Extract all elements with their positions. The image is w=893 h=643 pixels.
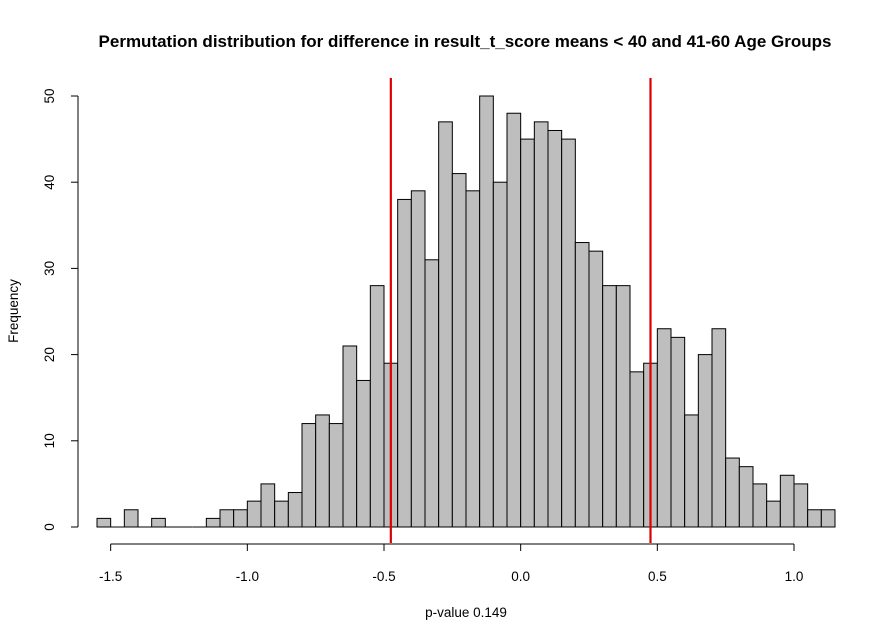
histogram-bar [615,285,631,528]
histogram-bar [561,138,576,528]
histogram-bar [506,112,522,528]
histogram-bar [766,500,781,528]
x-tick-label: -0.5 [372,569,395,584]
histogram-bar [219,509,235,528]
x-tick-label: 1.0 [785,569,804,584]
histogram-bar [752,483,768,528]
histogram-bar [479,95,494,528]
histogram-bar [779,474,795,528]
histogram-bar [602,285,617,528]
histogram-bar [205,517,221,528]
histogram-bar [260,483,276,528]
threshold-lines [389,78,652,543]
x-axis: -1.5 -1.0 -0.5 0.0 0.5 1.0 [99,543,804,584]
histogram-bar [465,190,481,528]
histogram-bar [547,129,563,528]
y-axis: 0 10 20 30 40 50 [42,88,79,531]
histogram-bar [274,500,289,528]
x-tick-label: -1.5 [99,569,122,584]
histogram-bar [684,414,699,528]
histogram-bar [151,517,166,528]
histogram-bar [96,517,112,528]
histogram-bar [301,423,317,528]
y-tick-label: 20 [42,347,57,362]
histogram-bar [807,509,822,528]
y-axis-label: Frequency [6,279,21,343]
histogram-bar [233,509,248,528]
y-tick-label: 40 [42,175,57,190]
histogram-bar [725,457,740,528]
histogram-bar [424,259,440,528]
histogram-bar [520,138,535,528]
histogram-bar [328,423,344,528]
x-axis-label: p-value 0.149 [425,605,507,620]
histogram-bar [369,285,385,528]
histogram-bar [315,414,330,528]
y-tick-label: 0 [42,523,57,531]
y-tick-label: 30 [42,261,57,276]
x-tick-label: 0.0 [511,569,530,584]
histogram-bar [246,500,262,528]
histogram-bar [287,492,303,528]
histogram-bar [438,121,453,528]
histogram-bar [738,466,754,528]
x-tick-label: 0.5 [648,569,667,584]
histogram-bar [697,354,713,528]
histogram-bar [820,509,836,528]
histogram-bar [342,345,358,528]
histogram-bar [711,328,727,528]
histogram-bar [397,198,412,528]
histogram-bar [451,173,467,528]
histogram-bar [492,181,508,528]
x-tick-label: -1.0 [236,569,259,584]
y-tick-label: 10 [42,433,57,448]
histogram-bar [588,250,604,528]
histogram-bar [123,509,139,528]
histogram-bar [574,242,590,528]
histogram-bar [793,483,809,528]
histogram-bar [629,371,645,528]
histogram-bar [410,190,426,528]
histogram-bar [656,328,672,528]
y-tick-label: 50 [42,88,57,103]
histogram-bar [533,121,549,528]
histogram-bar [670,336,686,528]
histogram-bar [356,379,371,528]
bars-group [96,95,836,528]
chart-title: Permutation distribution for difference … [99,32,832,51]
